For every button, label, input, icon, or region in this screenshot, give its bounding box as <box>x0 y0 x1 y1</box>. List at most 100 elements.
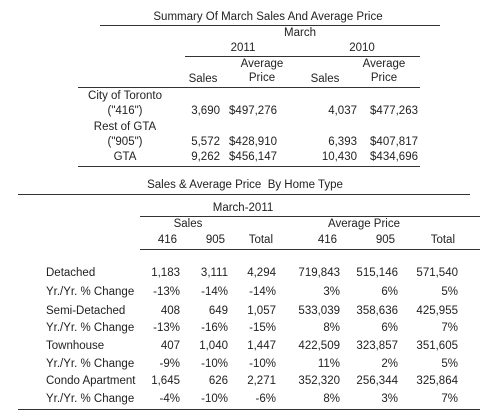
row-label: Detached <box>46 267 96 279</box>
rule <box>100 25 440 26</box>
cell: -10% <box>249 358 276 370</box>
cell: 2% <box>381 358 398 370</box>
table-title: Sales & Average Price By Home Type <box>147 179 343 191</box>
rule <box>140 216 480 217</box>
cell: 9,262 <box>191 151 220 163</box>
cell: -4% <box>159 393 180 405</box>
rule <box>78 87 420 88</box>
cell: 7% <box>441 393 458 405</box>
cell: 3% <box>381 393 398 405</box>
cell: 8% <box>323 393 340 405</box>
column-header: Total <box>430 234 455 246</box>
cell: 408 <box>160 305 180 317</box>
cell: 3,690 <box>191 105 220 117</box>
cell: 4,294 <box>247 267 276 279</box>
column-header: 905 <box>375 234 395 246</box>
cell: 4,037 <box>328 105 357 117</box>
cell: 407 <box>160 340 180 352</box>
cell: 425,955 <box>416 305 458 317</box>
row-label: Yr./Yr. % Change <box>46 358 135 370</box>
cell: $428,910 <box>229 136 277 148</box>
cell: 1,040 <box>199 340 228 352</box>
year-header: 2011 <box>230 42 256 54</box>
cell: 10,430 <box>321 151 357 163</box>
cell: 5% <box>441 358 458 370</box>
cell: $407,817 <box>370 136 418 148</box>
cell: $497,276 <box>229 105 277 117</box>
rule <box>18 409 480 410</box>
group-header: Sales <box>173 218 203 230</box>
cell: 3,111 <box>200 267 228 279</box>
row-label: Rest of GTA <box>93 121 157 133</box>
group-header: Average Price <box>327 218 401 230</box>
cell: -14% <box>249 286 276 298</box>
column-header: 416 <box>157 234 177 246</box>
cell: -9% <box>159 358 180 370</box>
cell: 1,645 <box>151 375 180 387</box>
cell: 8% <box>323 322 340 334</box>
cell: -10% <box>201 393 228 405</box>
cell: 6% <box>381 286 398 298</box>
cell: 649 <box>208 305 228 317</box>
cell: 256,344 <box>356 375 398 387</box>
table-title: Summary Of March Sales And Average Price <box>153 11 383 23</box>
row-label: Yr./Yr. % Change <box>46 393 135 405</box>
cell: 3% <box>323 286 340 298</box>
cell: 351,605 <box>416 340 458 352</box>
cell: 6% <box>381 322 398 334</box>
year-header: 2010 <box>349 42 375 54</box>
cell: 1,447 <box>247 340 276 352</box>
column-header: Average Price <box>240 58 284 84</box>
cell: $456,147 <box>229 151 277 163</box>
row-label: Yr./Yr. % Change <box>46 286 135 298</box>
cell: 1,057 <box>247 305 276 317</box>
column-header: Total <box>248 234 273 246</box>
cell: 719,843 <box>298 267 340 279</box>
cell: -15% <box>249 322 276 334</box>
cell: $434,696 <box>370 151 418 163</box>
cell: 6,393 <box>328 136 357 148</box>
rule <box>78 166 420 167</box>
row-label: City of Toronto <box>88 90 162 102</box>
cell: 352,320 <box>298 375 340 387</box>
cell: 325,864 <box>416 375 458 387</box>
cell: -13% <box>153 322 180 334</box>
cell: 626 <box>208 375 228 387</box>
rule <box>140 249 480 250</box>
cell: 11% <box>317 358 340 370</box>
row-label: Condo Apartment <box>46 375 136 387</box>
row-label: Yr./Yr. % Change <box>46 322 135 334</box>
cell: 358,636 <box>356 305 398 317</box>
row-label: Semi-Detached <box>46 305 126 317</box>
cell: 1,183 <box>151 267 180 279</box>
column-header: Sales <box>310 73 340 85</box>
cell: -10% <box>201 358 228 370</box>
row-label: Townhouse <box>46 340 105 352</box>
column-header: Average Price <box>362 58 406 84</box>
row-sublabel: ("905") <box>107 136 143 148</box>
cell: 323,857 <box>356 340 398 352</box>
rule <box>18 194 470 195</box>
column-header: 905 <box>205 234 225 246</box>
rule <box>185 56 420 57</box>
cell: 422,509 <box>298 340 340 352</box>
column-header: 416 <box>317 234 337 246</box>
group-header: March-2011 <box>212 202 274 214</box>
column-header: Sales <box>188 73 218 85</box>
cell: 571,540 <box>416 267 458 279</box>
cell: 5,572 <box>191 136 220 148</box>
cell: 5% <box>441 286 458 298</box>
cell: -13% <box>153 286 180 298</box>
group-header: March <box>284 27 316 39</box>
cell: 2,271 <box>247 375 276 387</box>
cell: 515,146 <box>356 267 398 279</box>
cell: 7% <box>441 322 458 334</box>
row-label: GTA <box>113 151 137 163</box>
cell: -14% <box>201 286 228 298</box>
cell: 533,039 <box>298 305 340 317</box>
cell: $477,263 <box>370 105 418 117</box>
cell: -16% <box>201 322 228 334</box>
cell: -6% <box>255 393 276 405</box>
row-sublabel: ("416") <box>107 105 143 117</box>
